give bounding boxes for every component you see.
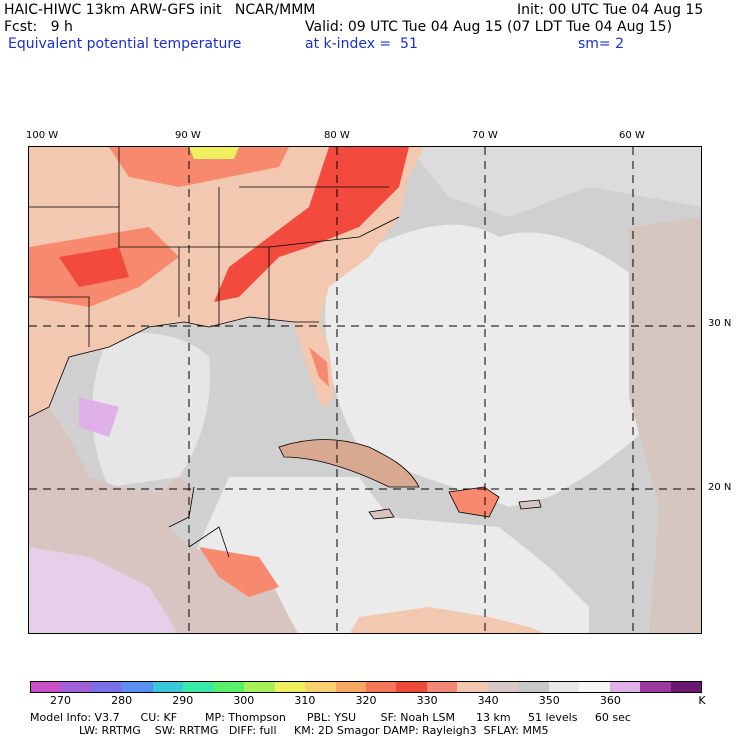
colorbar-segment	[579, 682, 610, 692]
colorbar	[30, 681, 702, 693]
lat-label-30n: 30 N	[708, 318, 732, 329]
colorbar-tick-label: 340	[477, 694, 499, 707]
colorbar-segment	[426, 682, 458, 692]
south-america-coast	[350, 607, 544, 633]
lon-label-90w: 90 W	[175, 130, 201, 141]
east-warm-band	[629, 217, 701, 633]
colorbar-tick-label: 330	[416, 694, 438, 707]
hot-area-north	[109, 147, 289, 187]
colorbar-tick-label: 320	[355, 694, 377, 707]
boundaries	[29, 147, 400, 558]
theta-e-map	[28, 146, 702, 634]
colorbar-segment	[609, 682, 641, 692]
cuba-island	[278, 439, 420, 488]
colorbar-tick-label: 300	[233, 694, 255, 707]
colorbar-segment	[152, 682, 184, 692]
colorbar-tick-label: 360	[599, 694, 621, 707]
colorbar-tick-label: 270	[50, 694, 72, 707]
colorbar-tick-label: 350	[538, 694, 560, 707]
colorbar-segment	[183, 682, 214, 692]
hot-area-yellow	[189, 147, 239, 159]
colorbar-tick-label: 280	[111, 694, 133, 707]
colorbar-segment	[122, 682, 153, 692]
florida-land	[294, 322, 334, 409]
map-canvas	[29, 147, 701, 633]
level-index: at k-index = 51	[305, 36, 418, 52]
colorbar-segment	[365, 682, 397, 692]
colorbar-segment	[31, 682, 62, 692]
valid-time: Valid: 09 UTC Tue 04 Aug 15 (07 LDT Tue …	[305, 19, 673, 35]
colorbar-segment	[61, 682, 92, 692]
model-title: HAIC-HIWC 13km ARW-GFS init NCAR/MMM	[4, 2, 316, 18]
colorbar-unit: K	[698, 694, 706, 707]
colorbar-segment	[548, 682, 580, 692]
florida-warm	[309, 347, 329, 387]
graticule	[29, 147, 701, 633]
atlantic-north-area	[409, 147, 701, 217]
forecast-hour: Fcst: 9 h	[4, 19, 73, 35]
field-name: Equivalent potential temperature	[8, 36, 242, 52]
lon-label-60w: 60 W	[619, 130, 645, 141]
model-info-line1: Model Info: V3.7 CU: KF MP: Thompson PBL…	[30, 711, 631, 724]
puerto-rico-island	[518, 499, 542, 510]
light-ocean-area	[325, 224, 669, 507]
colorbar-segment	[457, 682, 488, 692]
colorbar-segment	[244, 682, 275, 692]
caribbean-light-area	[189, 477, 589, 633]
lon-label-80w: 80 W	[324, 130, 350, 141]
smoothing: sm= 2	[578, 36, 625, 52]
colorbar-segment	[305, 682, 336, 692]
colorbar-segment	[335, 682, 366, 692]
colorbar-tick-label: 310	[294, 694, 316, 707]
lat-label-20n: 20 N	[708, 482, 732, 493]
model-info-line2: LW: RRTMG SW: RRTMG DIFF: full KM: 2D Sm…	[30, 724, 549, 737]
colorbar-segment	[396, 682, 427, 692]
lon-label-70w: 70 W	[472, 130, 498, 141]
pacific-lavender	[29, 547, 178, 633]
colorbar-segment	[640, 682, 671, 692]
colorbar-segment	[518, 682, 549, 692]
lon-label-100w: 100 W	[26, 130, 59, 141]
colorbar-segment	[274, 682, 306, 692]
hispaniola-island	[448, 486, 500, 518]
colorbar-segment	[91, 682, 123, 692]
colorbar-tick-label: 290	[172, 694, 194, 707]
central-america-warm	[199, 547, 279, 597]
colorbar-segment	[213, 682, 245, 692]
hot-area-appalachia	[214, 147, 409, 302]
colorbar-segment	[487, 682, 519, 692]
hot-area-plains-core	[59, 247, 129, 287]
jamaica-island	[368, 508, 395, 520]
colorbar-segment	[670, 682, 701, 692]
init-time: Init: 00 UTC Tue 04 Aug 15	[517, 2, 704, 18]
gulf-light-area	[92, 333, 210, 487]
gulf-lavender	[79, 397, 119, 437]
